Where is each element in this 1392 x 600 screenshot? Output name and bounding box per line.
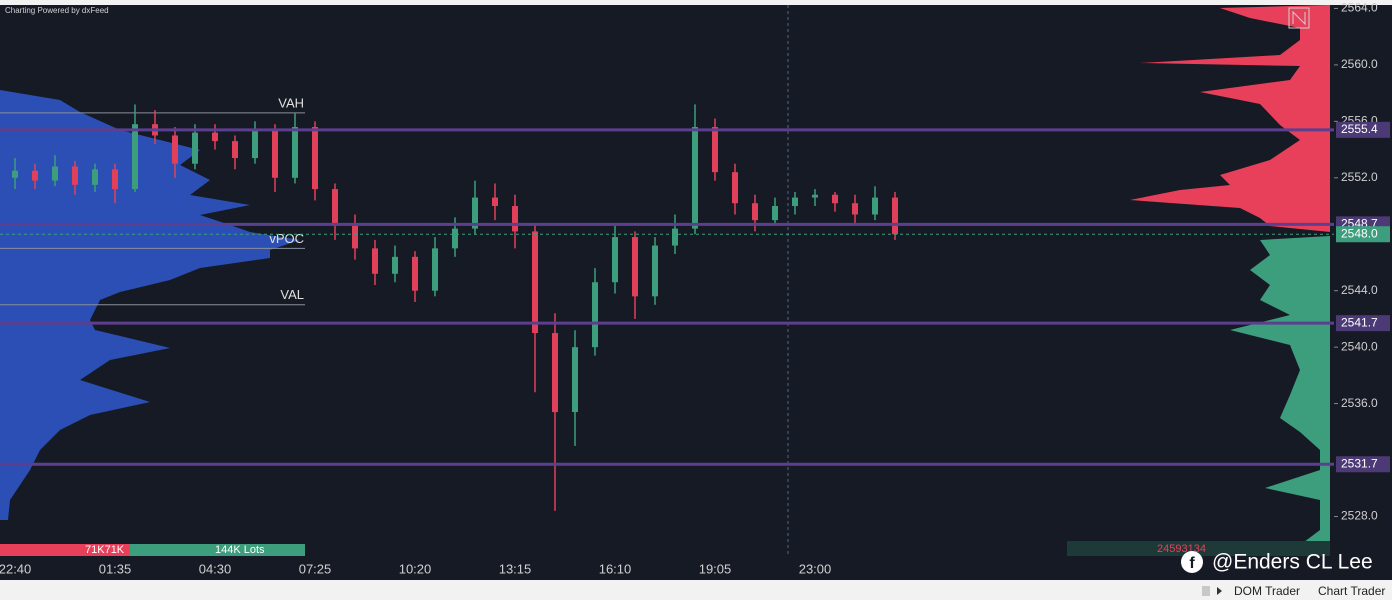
candle-body <box>412 256 418 291</box>
x-tick-label: 01:35 <box>99 561 132 576</box>
y-tick-label: 2564.0 <box>1341 1 1378 15</box>
x-tick-label: 04:30 <box>199 561 232 576</box>
candle-body <box>872 197 878 215</box>
price-axis <box>1334 5 1392 556</box>
facebook-glyph: f <box>1189 555 1195 572</box>
y-tick-label: 2528.0 <box>1341 509 1378 523</box>
counter: 24593134 <box>1157 543 1206 555</box>
credit: Charting Powered by dxFeed <box>5 6 109 15</box>
level-marker <box>1336 456 1390 473</box>
chart-trader-tab[interactable]: Chart Trader <box>1318 584 1385 598</box>
candle-body <box>432 248 438 291</box>
candle-body <box>172 135 178 164</box>
candle-body <box>452 228 458 249</box>
facebook-icon <box>1181 551 1203 573</box>
volume-profile-bid <box>1230 236 1330 545</box>
counter-box <box>1067 541 1330 556</box>
candle-body <box>92 169 98 185</box>
candle-body <box>272 129 278 178</box>
y-tick-label: 2552.0 <box>1341 170 1378 184</box>
dom-trader-tab[interactable]: DOM Trader <box>1234 584 1300 598</box>
candle-body <box>192 132 198 164</box>
candle-body <box>672 228 678 246</box>
candle-body <box>532 231 538 334</box>
candle-body <box>212 132 218 142</box>
candle-body <box>832 194 838 204</box>
candle-body <box>772 206 778 221</box>
candle-body <box>32 170 38 181</box>
y-tick-label: 2540.0 <box>1341 339 1378 353</box>
candle-body <box>552 333 558 413</box>
top-strip <box>0 0 1392 5</box>
time-axis <box>0 556 1392 580</box>
candle-body <box>712 127 718 173</box>
level-marker-label: 2541.7 <box>1341 315 1378 329</box>
sell-volume-label: 71K71K <box>85 544 125 556</box>
last-price-label: 2548.0 <box>1341 226 1378 240</box>
candle-body <box>292 127 298 178</box>
annotation-label: VAL <box>280 287 304 302</box>
chart-icon[interactable] <box>1288 7 1310 29</box>
y-tick-label: 2536.0 <box>1341 396 1378 410</box>
candle-body <box>232 141 238 159</box>
annotation-label: VAH <box>278 95 304 110</box>
candle-body <box>612 237 618 283</box>
level-marker <box>1336 315 1390 332</box>
x-tick-label: 16:10 <box>599 561 632 576</box>
candle-body <box>652 245 658 297</box>
x-tick-label: 23:00 <box>799 561 832 576</box>
level-marker-label: 2531.7 <box>1341 456 1378 470</box>
watermark: @Enders CL Lee <box>1212 551 1373 574</box>
candle-body <box>592 282 598 348</box>
buy-volume-bar <box>130 544 305 556</box>
candle-body <box>352 225 358 249</box>
candle-body <box>252 129 258 159</box>
candle-body <box>752 203 758 221</box>
x-tick-label: 19:05 <box>699 561 732 576</box>
candle-body <box>332 189 338 226</box>
candle-body <box>572 347 578 413</box>
x-tick-label: 22:40 <box>0 561 31 576</box>
chart-icon-glyph <box>1292 10 1306 26</box>
candle-body <box>472 197 478 229</box>
y-tick-label: 2544.0 <box>1341 283 1378 297</box>
x-tick-label: 10:20 <box>399 561 432 576</box>
scroll-arrow[interactable] <box>1217 587 1222 595</box>
candle-body <box>132 124 138 190</box>
candle-body <box>512 206 518 232</box>
candle-body <box>52 166 58 181</box>
sell-volume-bar <box>0 544 130 556</box>
candle-body <box>492 197 498 207</box>
candle-body <box>692 127 698 229</box>
x-tick-label: 13:15 <box>499 561 532 576</box>
footer-bar <box>0 580 1392 600</box>
volume-profile-ask <box>1130 5 1330 232</box>
candle-body <box>12 170 18 178</box>
last-price-marker <box>1336 226 1390 243</box>
candle-body <box>852 203 858 215</box>
candle-body <box>892 197 898 235</box>
candle-body <box>72 166 78 185</box>
candle-body <box>372 248 378 274</box>
candle-body <box>812 194 818 198</box>
level-marker <box>1336 121 1390 138</box>
candle-body <box>792 197 798 207</box>
candle-body <box>732 172 738 204</box>
volume-profile-left <box>0 90 300 520</box>
candle-body <box>312 127 318 190</box>
x-tick-label: 07:25 <box>299 561 332 576</box>
candle-body <box>112 169 118 190</box>
level-marker-label: 2555.4 <box>1341 122 1378 136</box>
annotation-label: vPOC <box>269 231 304 246</box>
y-tick-label: 2560.0 <box>1341 57 1378 71</box>
candle-body <box>392 256 398 274</box>
candle-body <box>632 237 638 297</box>
scroll-thumb[interactable] <box>1202 586 1210 596</box>
total-volume-label: 144K Lots <box>215 544 265 556</box>
